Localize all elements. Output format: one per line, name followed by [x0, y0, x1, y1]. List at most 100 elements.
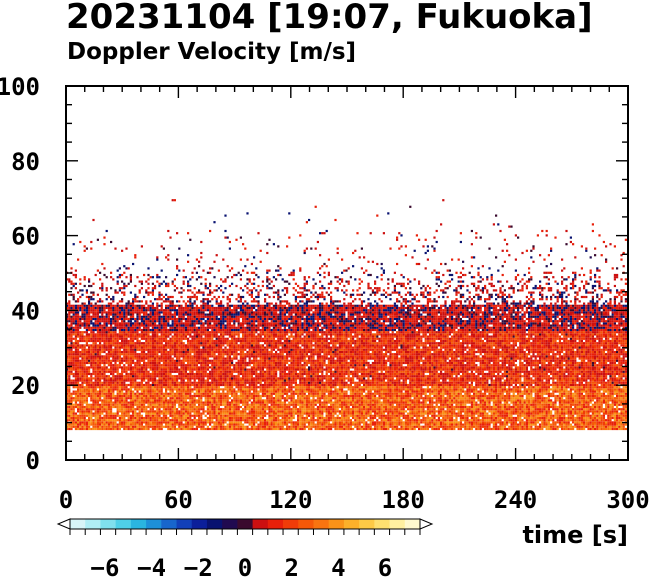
heatmap-cell: [248, 344, 251, 347]
heatmap-cell: [129, 401, 132, 404]
heatmap-cell: [202, 355, 205, 358]
heatmap-cell: [187, 375, 190, 378]
heatmap-cell: [180, 342, 183, 345]
heatmap-cell: [107, 357, 110, 360]
heatmap-cell: [204, 364, 207, 367]
heatmap-cell: [235, 390, 238, 393]
heatmap-cell: [169, 324, 172, 327]
heatmap-cell: [77, 311, 80, 314]
heatmap-cell: [154, 353, 157, 356]
heatmap-cell: [77, 324, 80, 327]
figure-title: 20231104 [19:07, Fukuoka]: [66, 0, 593, 37]
heatmap-cell: [121, 379, 124, 382]
heatmap-cell: [248, 328, 251, 332]
heatmap-cell: [154, 421, 157, 424]
heatmap-cell: [143, 304, 146, 307]
heatmap-cell: [114, 381, 117, 384]
heatmap-cell: [178, 324, 181, 327]
heatmap-cell: [228, 375, 231, 378]
heatmap-cell: [211, 379, 214, 382]
heatmap-cell: [77, 342, 80, 345]
heatmap-cell: [211, 331, 214, 334]
heatmap-cell: [198, 265, 201, 268]
heatmap-cell: [105, 317, 108, 321]
heatmap-cell: [129, 302, 132, 305]
heatmap-cell: [107, 427, 110, 431]
heatmap-cell: [180, 394, 183, 398]
heatmap-cell: [171, 313, 174, 316]
heatmap-cell: [156, 361, 159, 365]
heatmap-cell: [74, 377, 77, 380]
heatmap-cell: [173, 412, 176, 415]
heatmap-cell: [140, 333, 143, 336]
heatmap-cell: [140, 375, 143, 378]
heatmap-cell: [204, 344, 207, 347]
heatmap-cell: [200, 416, 203, 420]
heatmap-cell: [77, 361, 80, 365]
heatmap-cell: [213, 370, 216, 373]
heatmap-cell: [198, 315, 201, 318]
heatmap-cell: [184, 328, 187, 332]
heatmap-cell: [206, 381, 209, 384]
heatmap-cell: [200, 388, 203, 391]
heatmap-cell: [103, 414, 106, 417]
heatmap-cell: [88, 344, 91, 347]
heatmap-cell: [193, 421, 196, 424]
heatmap-cell: [156, 304, 159, 307]
heatmap-cell: [154, 355, 157, 358]
heatmap-cell: [114, 331, 117, 334]
heatmap-cell: [92, 386, 95, 389]
heatmap-cell: [154, 333, 157, 336]
heatmap-cell: [114, 328, 117, 332]
heatmap-cell: [193, 300, 196, 303]
heatmap-cell: [244, 361, 247, 365]
heatmap-cell: [195, 361, 198, 365]
heatmap-cell: [239, 401, 242, 404]
heatmap-cell: [110, 368, 113, 371]
heatmap-cell: [165, 331, 168, 334]
heatmap-cell: [215, 322, 218, 325]
heatmap-cell: [244, 306, 247, 310]
heatmap-cell: [250, 401, 253, 404]
heatmap-cell: [195, 372, 198, 376]
heatmap-cell: [165, 317, 168, 321]
heatmap-cell: [154, 412, 157, 415]
heatmap-cell: [81, 408, 84, 411]
heatmap-cell: [85, 315, 88, 318]
heatmap-cell: [74, 317, 77, 321]
heatmap-cell: [248, 331, 251, 334]
heatmap-cell: [103, 306, 106, 310]
heatmap-cell: [121, 383, 124, 387]
heatmap-cell: [195, 328, 198, 332]
heatmap-cell: [228, 300, 231, 303]
heatmap-cell: [90, 372, 93, 376]
heatmap-cell: [92, 282, 95, 285]
heatmap-cell: [96, 390, 99, 393]
heatmap-cell: [176, 421, 179, 424]
heatmap-cell: [90, 416, 93, 420]
heatmap-cell: [213, 377, 216, 380]
heatmap-cell: [116, 280, 119, 283]
heatmap-cell: [66, 339, 69, 343]
heatmap-cell: [198, 419, 201, 422]
heatmap-cell: [167, 361, 170, 365]
heatmap-cell: [140, 405, 143, 409]
heatmap-cell: [182, 370, 185, 373]
heatmap-cell: [235, 337, 238, 340]
heatmap-cell: [92, 359, 95, 362]
heatmap-cell: [195, 421, 198, 424]
heatmap-cell: [149, 401, 152, 404]
heatmap-cell: [96, 425, 99, 428]
heatmap-cell: [182, 359, 185, 362]
heatmap-cell: [105, 419, 108, 422]
heatmap-cell: [235, 355, 238, 358]
heatmap-cell: [250, 383, 253, 387]
heatmap-cell: [189, 304, 192, 307]
heatmap-cell: [248, 421, 251, 424]
heatmap-cell: [198, 377, 201, 380]
heatmap-cell: [151, 359, 154, 362]
heatmap-cell: [134, 397, 137, 400]
heatmap-cell: [220, 364, 223, 367]
heatmap-cell: [231, 282, 234, 285]
heatmap-cell: [156, 313, 159, 316]
